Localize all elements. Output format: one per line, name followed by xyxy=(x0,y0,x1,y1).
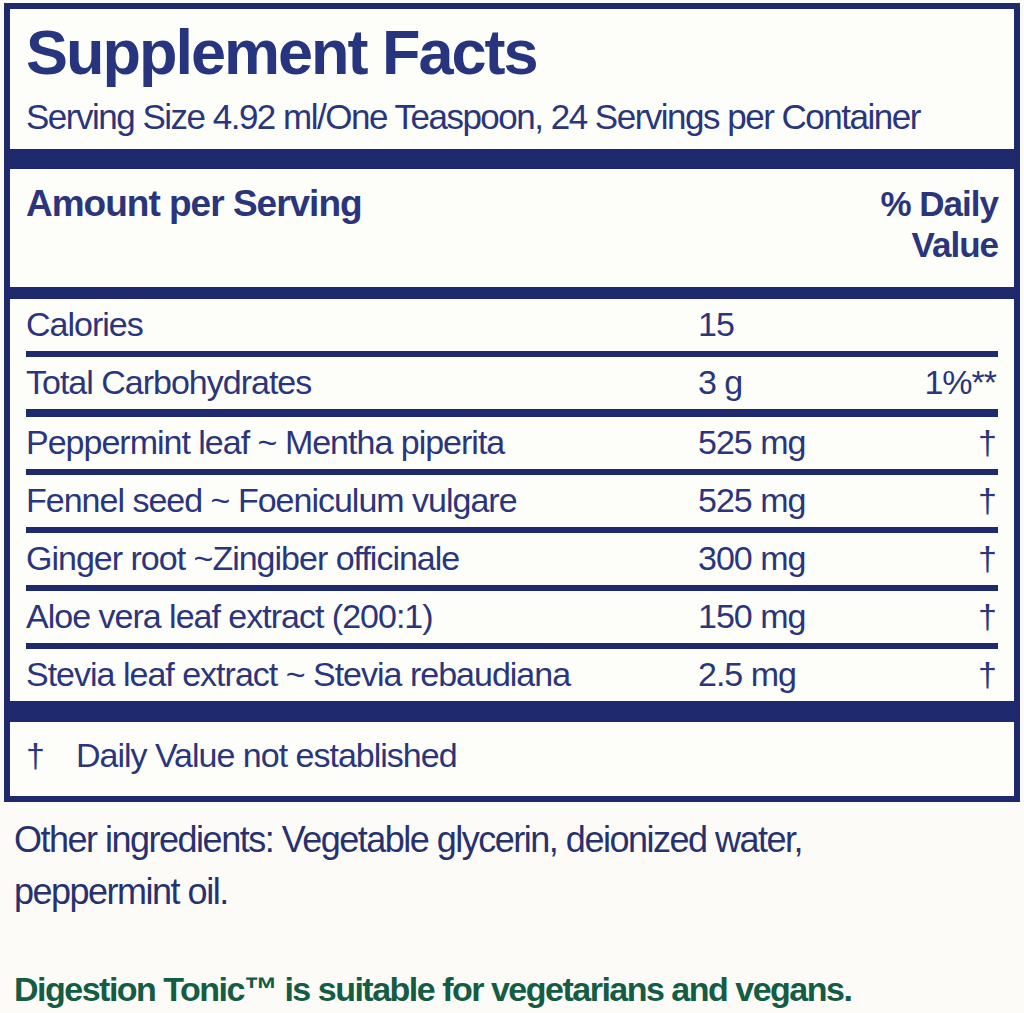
table-row: Ginger root ~Zingiber officinale 300 mg … xyxy=(26,527,998,585)
nutrient-name: Stevia leaf extract ~ Stevia rebaudiana xyxy=(26,655,698,694)
supplement-facts-panel: Supplement Facts Serving Size 4.92 ml/On… xyxy=(4,3,1020,802)
divider-bar-header xyxy=(10,287,1014,299)
percent-footnote-text: **Percent Daily Values based on a 2000 c… xyxy=(26,797,751,802)
dagger-symbol: † xyxy=(26,736,44,775)
percent-footnote: **Percent Daily Values based on a 2000 c… xyxy=(26,797,998,802)
nutrient-daily-value: † xyxy=(903,655,998,694)
other-ingredients-line1: Other ingredients: Vegetable glycerin, d… xyxy=(14,814,1010,866)
amount-per-serving-header: Amount per Serving xyxy=(26,183,828,225)
other-ingredients: Other ingredients: Vegetable glycerin, d… xyxy=(14,814,1010,918)
dagger-footnote: † Daily Value not established xyxy=(26,736,998,775)
nutrient-amount: 525 mg xyxy=(698,423,903,462)
nutrient-daily-value: 1%** xyxy=(903,363,998,402)
percent-daily-value-line1: % Daily xyxy=(828,183,998,224)
nutrient-name: Fennel seed ~ Foeniculum vulgare xyxy=(26,481,698,520)
table-row: Peppermint leaf ~ Mentha piperita 525 mg… xyxy=(26,409,998,469)
nutrient-amount: 525 mg xyxy=(698,481,903,520)
nutrient-daily-value: † xyxy=(903,539,998,578)
table-row: Total Carbohydrates 3 g 1%** xyxy=(26,351,998,409)
nutrient-amount: 3 g xyxy=(698,363,903,402)
table-row: Stevia leaf extract ~ Stevia rebaudiana … xyxy=(26,643,998,701)
nutrient-amount: 300 mg xyxy=(698,539,903,578)
nutrient-daily-value: † xyxy=(903,481,998,520)
table-header: Amount per Serving % Daily Value xyxy=(26,183,998,279)
nutrient-daily-value: † xyxy=(903,597,998,636)
table-row: Aloe vera leaf extract (200:1) 150 mg † xyxy=(26,585,998,643)
percent-daily-value-line2: Value xyxy=(828,224,998,265)
table-row: Fennel seed ~ Foeniculum vulgare 525 mg … xyxy=(26,469,998,527)
table-row: Calories 15 xyxy=(26,299,998,351)
nutrient-amount: 2.5 mg xyxy=(698,655,903,694)
vegan-suitability-note: Digestion Tonic™ is suitable for vegetar… xyxy=(14,970,1010,1009)
nutrient-amount: 15 xyxy=(698,305,903,344)
percent-daily-value-header: % Daily Value xyxy=(828,183,998,266)
below-panel-text: Other ingredients: Vegetable glycerin, d… xyxy=(0,814,1024,1009)
nutrient-amount: 150 mg xyxy=(698,597,903,636)
nutrient-name: Aloe vera leaf extract (200:1) xyxy=(26,597,698,636)
dagger-footnote-text: Daily Value not established xyxy=(76,736,457,775)
divider-bar-thick-top xyxy=(10,149,1014,169)
nutrient-daily-value: † xyxy=(903,423,998,462)
nutrient-name: Peppermint leaf ~ Mentha piperita xyxy=(26,423,698,462)
nutrient-name: Total Carbohydrates xyxy=(26,363,698,402)
facts-table: Calories 15 Total Carbohydrates 3 g 1%**… xyxy=(26,299,998,701)
nutrient-name: Ginger root ~Zingiber officinale xyxy=(26,539,698,578)
other-ingredients-line2: peppermint oil. xyxy=(14,866,1010,918)
supplement-facts-title: Supplement Facts xyxy=(26,19,998,85)
nutrient-name: Calories xyxy=(26,305,698,344)
divider-bar-thick-bottom xyxy=(10,701,1014,722)
serving-size-line: Serving Size 4.92 ml/One Teaspoon, 24 Se… xyxy=(26,97,998,137)
